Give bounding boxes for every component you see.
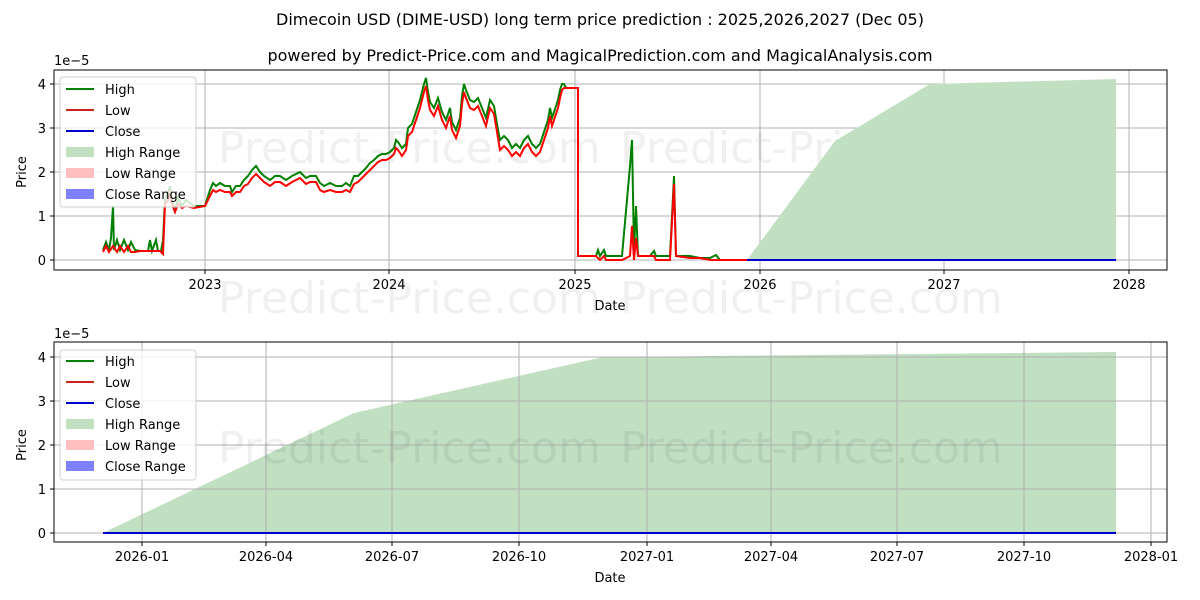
bottom-chart: Predict-Price.com Predict-Price.com 4 3 … [15, 327, 1178, 586]
y-tick-label: 3 [38, 122, 46, 137]
x-tick-label: 2026-10 [492, 550, 546, 565]
x-tick-label: 2025 [558, 278, 591, 293]
x-axis-label: Date [594, 299, 625, 314]
y-tick-label: 4 [38, 78, 46, 93]
legend-label: Low Range [105, 439, 176, 454]
y-axis-label: Price [15, 156, 30, 188]
legend-close-range-swatch [66, 189, 94, 199]
x-tick-label: 2027-10 [997, 550, 1051, 565]
legend-high-range-swatch [66, 419, 94, 429]
watermark: Predict-Price.com [218, 123, 601, 174]
y-tick-label: 1 [38, 483, 46, 498]
legend-label: Close Range [105, 460, 186, 475]
top-legend: High Low Close High Range Low Range Clos… [59, 76, 197, 208]
bottom-legend: High Low Close High Range Low Range Clos… [59, 349, 197, 481]
x-tick-label: 2028 [1112, 278, 1145, 293]
legend-label: Low [105, 376, 131, 391]
y-scale-label: 1e−5 [54, 327, 89, 342]
y-tick-label: 3 [38, 395, 46, 410]
legend-label: High [105, 355, 135, 370]
legend-label: High Range [105, 146, 180, 161]
legend-low-range-swatch [66, 440, 94, 450]
x-tick-label: 2023 [188, 278, 221, 293]
legend-label: Low Range [105, 167, 176, 182]
x-tick-label: 2027-01 [620, 550, 674, 565]
watermark: Predict-Price.com [620, 273, 1003, 324]
y-tick-label: 1 [38, 210, 46, 225]
legend-close-range-swatch [66, 461, 94, 471]
x-tick-label: 2026-07 [365, 550, 419, 565]
watermark: Predict-Price.com [218, 423, 601, 474]
x-tick-label: 2027 [927, 278, 960, 293]
high-range-area [103, 352, 1116, 533]
legend-label: Low [105, 104, 131, 119]
y-tick-label: 0 [38, 254, 46, 269]
y-tick-label: 0 [38, 527, 46, 542]
x-tick-label: 2026-04 [239, 550, 293, 565]
legend-label: Close [105, 397, 140, 412]
bottom-frame [53, 341, 1168, 543]
chart-title: Dimecoin USD (DIME-USD) long term price … [276, 10, 924, 29]
x-tick-label: 2027-04 [744, 550, 798, 565]
y-scale-label: 1e−5 [54, 54, 89, 69]
x-tick-label: 2024 [372, 278, 405, 293]
legend-label: Close [105, 125, 140, 140]
legend-high-range-swatch [66, 147, 94, 157]
legend-label: High [105, 83, 135, 98]
x-tick-label: 2027-07 [870, 550, 924, 565]
watermark: Predict-Price.com [218, 273, 601, 324]
high-range-area [747, 79, 1116, 260]
legend-label: Close Range [105, 188, 186, 203]
x-tick-label: 2026-01 [115, 550, 169, 565]
legend-label: High Range [105, 418, 180, 433]
top-frame [53, 69, 1168, 271]
top-chart: Predict-Price.com Predict-Price.com Pred… [15, 54, 1168, 324]
watermark: Predict-Price.com [620, 423, 1003, 474]
x-axis-label: Date [594, 571, 625, 586]
y-tick-label: 2 [38, 439, 46, 454]
legend-low-range-swatch [66, 168, 94, 178]
y-tick-label: 2 [38, 166, 46, 181]
x-tick-label: 2028-01 [1124, 550, 1178, 565]
chart-subtitle: powered by Predict-Price.com and Magical… [267, 46, 933, 65]
y-tick-label: 4 [38, 351, 46, 366]
x-tick-label: 2026 [743, 278, 776, 293]
y-axis-label: Price [15, 429, 30, 461]
